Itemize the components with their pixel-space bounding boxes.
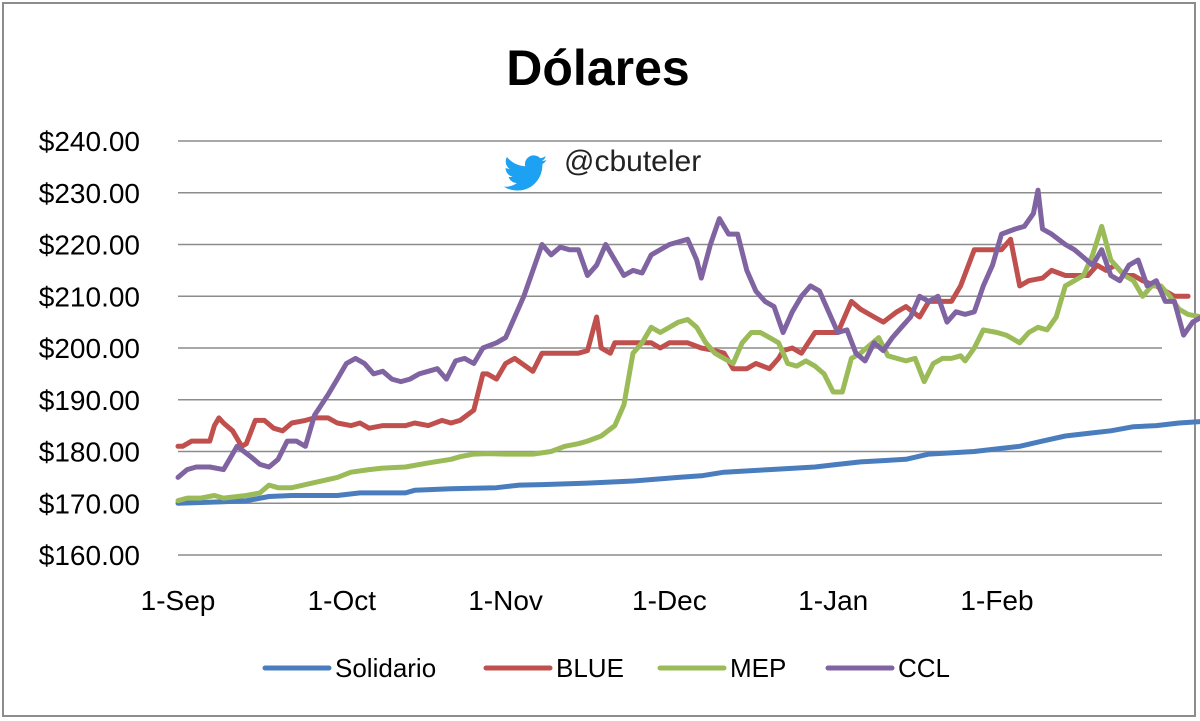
series-line-solidario	[175, 419, 1200, 506]
legend: Solidario BLUE MEP CCL	[262, 653, 950, 683]
legend-label: CCL	[898, 653, 950, 683]
series-line-ccl	[175, 187, 1200, 480]
twitter-bird-icon	[503, 155, 547, 191]
legend-item-ccl: CCL	[825, 653, 950, 683]
x-tick-label: 1-Oct	[308, 585, 377, 616]
series-lines	[175, 187, 1200, 506]
y-tick-label: $160.00	[39, 540, 140, 571]
series-line-blue	[175, 236, 1191, 449]
y-tick-label: $220.00	[39, 230, 140, 261]
x-tick-label: 1-Sep	[141, 585, 216, 616]
gridlines	[178, 140, 1162, 556]
y-tick-label: $170.00	[39, 488, 140, 519]
x-tick-label: 1-Feb	[960, 585, 1033, 616]
y-axis-ticks: $160.00 $170.00 $180.00 $190.00 $200.00 $210.…	[39, 126, 140, 571]
y-tick-label: $240.00	[39, 126, 140, 157]
legend-label: MEP	[730, 653, 786, 683]
legend-item-solidario: Solidario	[262, 653, 436, 683]
y-tick-label: $180.00	[39, 437, 140, 468]
y-tick-label: $200.00	[39, 333, 140, 364]
x-tick-label: 1-Jan	[798, 585, 868, 616]
y-tick-label: $190.00	[39, 385, 140, 416]
x-axis-ticks: 1-Sep 1-Oct 1-Nov 1-Dec 1-Jan 1-Feb	[141, 585, 1034, 616]
y-tick-label: $230.00	[39, 178, 140, 209]
legend-item-mep: MEP	[657, 653, 786, 683]
x-tick-label: 1-Dec	[632, 585, 707, 616]
chart-title: Dólares	[506, 40, 689, 96]
legend-label: BLUE	[556, 653, 624, 683]
watermark-annotation: @cbuteler	[503, 145, 701, 191]
x-tick-label: 1-Nov	[468, 585, 543, 616]
legend-label: Solidario	[335, 653, 436, 683]
legend-item-blue: BLUE	[483, 653, 624, 683]
y-tick-label: $210.00	[39, 281, 140, 312]
series-line-mep	[175, 223, 1200, 504]
twitter-handle: @cbuteler	[564, 145, 701, 178]
